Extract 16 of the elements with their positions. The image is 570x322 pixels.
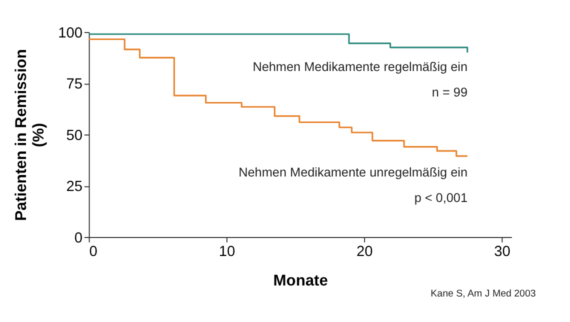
y-tick-label: 75 — [66, 76, 82, 93]
annotation: n = 99 — [432, 85, 468, 100]
y-tick-label: 25 — [66, 179, 82, 196]
series-label: Nehmen Medikamente unregelmäßig ein — [238, 165, 468, 180]
x-tick-label: 0 — [89, 244, 98, 260]
y-tick-label: 100 — [58, 25, 82, 42]
y-tick-label: 50 — [66, 128, 82, 144]
y-tick-label: 0 — [74, 230, 82, 246]
text: Kane S, Am J Med 2003 — [430, 288, 536, 300]
series-label: Nehmen Medikamente regelmäßig ein — [252, 60, 468, 74]
x-tick-label: 10 — [218, 244, 236, 260]
y-axis-title: Patienten in Remission (%) — [12, 49, 48, 221]
annotation: p < 0,001 — [414, 190, 468, 205]
x-tick-label: 20 — [356, 244, 373, 260]
x-tick-label: 30 — [494, 244, 510, 260]
x-axis-title: Monate — [273, 272, 328, 290]
